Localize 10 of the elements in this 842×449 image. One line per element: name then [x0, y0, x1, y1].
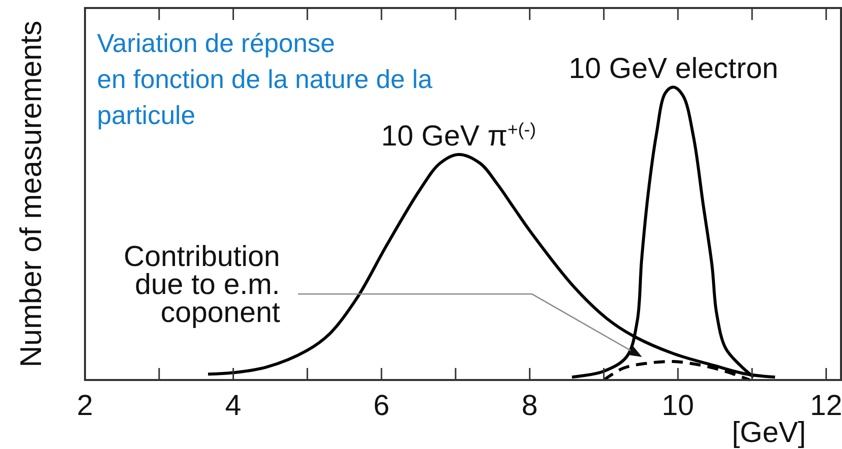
x-tick-label: 12 [810, 390, 842, 422]
y-axis-title: Number of measurements [15, 20, 48, 368]
x-axis-title: [GeV] [732, 417, 806, 449]
annotation: Contribution due to e.m. coponent [124, 241, 280, 329]
series-label: 10 GeV electron [568, 53, 778, 86]
x-tick-label: 4 [225, 390, 242, 422]
x-tick-label: 8 [522, 390, 538, 422]
x-tick-label: 6 [373, 390, 390, 422]
x-tick-label: 2 [76, 390, 94, 422]
x-tick-label: 10 [662, 390, 694, 422]
